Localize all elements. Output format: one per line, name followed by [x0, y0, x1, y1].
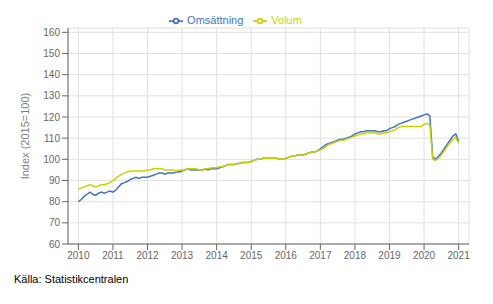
svg-text:2016: 2016: [275, 250, 298, 261]
svg-text:70: 70: [49, 217, 61, 228]
svg-text:110: 110: [44, 133, 60, 144]
svg-text:80: 80: [49, 196, 61, 207]
svg-text:140: 140: [43, 69, 60, 80]
html-text:Volum: Volum: [271, 14, 302, 26]
svg-text:2019: 2019: [378, 250, 401, 261]
svg-text:2012: 2012: [136, 250, 159, 261]
svg-text:2021: 2021: [448, 250, 471, 261]
svg-text:160: 160: [43, 27, 60, 38]
svg-text:120: 120: [43, 112, 60, 123]
svg-text:2010: 2010: [67, 250, 90, 261]
svg-text:2014: 2014: [206, 250, 229, 261]
svg-text:2020: 2020: [413, 250, 436, 261]
svg-text:2013: 2013: [171, 250, 194, 261]
svg-text:100: 100: [43, 154, 60, 165]
svg-text:2011: 2011: [102, 250, 124, 261]
svg-text:60: 60: [49, 239, 61, 250]
svg-text:2017: 2017: [309, 250, 332, 261]
html-text:Källa: Statistikcentralen: Källa: Statistikcentralen: [14, 273, 129, 285]
svg-text:90: 90: [49, 175, 61, 186]
svg-text:Index (2015=100): Index (2015=100): [19, 93, 31, 180]
svg-text:150: 150: [43, 48, 60, 59]
svg-text:130: 130: [43, 90, 60, 101]
svg-text:2015: 2015: [240, 250, 263, 261]
html-text:Omsättning: Omsättning: [187, 14, 244, 26]
svg-text:2018: 2018: [344, 250, 367, 261]
